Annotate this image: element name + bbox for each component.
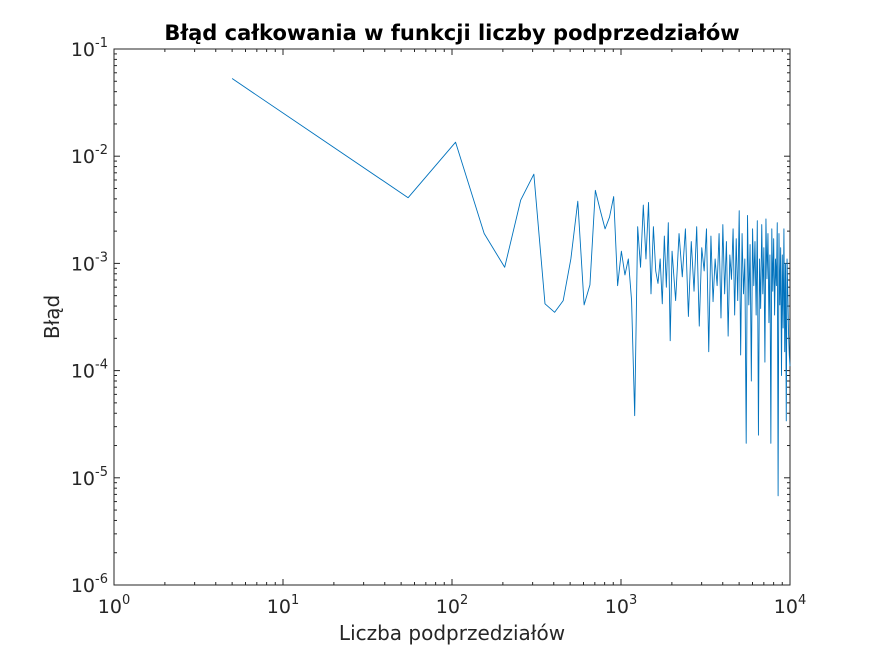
y-tick-label: 10-4 <box>71 358 108 383</box>
x-tick-label: 100 <box>98 593 130 618</box>
y-tick-label: 10-2 <box>71 143 108 168</box>
chart-title: Błąd całkowania w funkcji liczby podprze… <box>164 21 739 45</box>
y-tick-label: 10-1 <box>71 36 108 61</box>
x-tick-label: 102 <box>436 593 468 618</box>
y-axis: 10-1 10-2 10-3 10-4 10-5 10-6 <box>71 36 790 597</box>
x-axis-label: Liczba podprzedziałów <box>339 621 565 645</box>
x-tick-label: 101 <box>267 593 299 618</box>
y-axis-label: Błąd <box>40 295 64 339</box>
x-tick-label: 104 <box>774 593 806 618</box>
plot-area <box>113 48 791 586</box>
x-axis: 100 101 102 103 104 <box>98 49 806 618</box>
x-tick-label: 103 <box>605 593 637 618</box>
y-tick-label: 10-3 <box>71 250 108 275</box>
y-tick-label: 10-5 <box>71 465 108 490</box>
series-layer <box>231 78 791 497</box>
y-tick-label: 10-6 <box>71 572 108 597</box>
series-line-1 <box>231 78 791 497</box>
